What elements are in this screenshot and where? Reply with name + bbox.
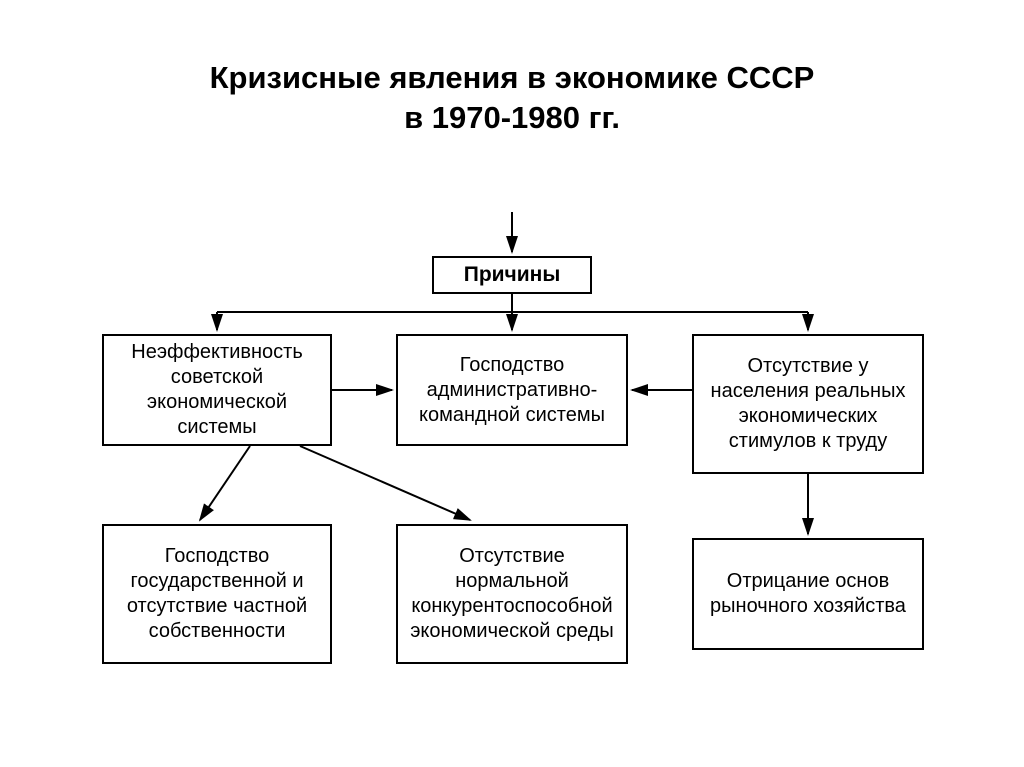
box-causes: Причины [432, 256, 592, 294]
box-mid-center: Господство административно-командной сис… [396, 334, 628, 446]
box-mid-center-text: Господство административно-командной сис… [406, 353, 618, 428]
box-causes-label: Причины [464, 262, 561, 288]
box-low-left: Господство государственной и отсутствие … [102, 524, 332, 664]
diagram-title: Кризисные явления в экономике СССР в 197… [0, 58, 1024, 139]
box-mid-left-text: Неэффективность советской экономической … [112, 340, 322, 440]
box-low-left-text: Господство государственной и отсутствие … [112, 544, 322, 644]
box-mid-right-text: Отсутствие у населения реальных экономич… [702, 354, 914, 454]
title-line-2: в 1970-1980 гг. [404, 100, 620, 135]
box-mid-left: Неэффективность советской экономической … [102, 334, 332, 446]
arrow-midleft-to-lowcenter [300, 446, 470, 520]
box-mid-right: Отсутствие у населения реальных экономич… [692, 334, 924, 474]
arrow-midleft-to-lowleft [200, 446, 250, 520]
box-low-center: Отсутствие нормальной конкурентоспособно… [396, 524, 628, 664]
box-low-right: Отрицание основ рыночного хозяйства [692, 538, 924, 650]
box-low-center-text: Отсутствие нормальной конкурентоспособно… [406, 544, 618, 644]
title-line-1: Кризисные явления в экономике СССР [210, 60, 815, 95]
box-low-right-text: Отрицание основ рыночного хозяйства [702, 569, 914, 619]
